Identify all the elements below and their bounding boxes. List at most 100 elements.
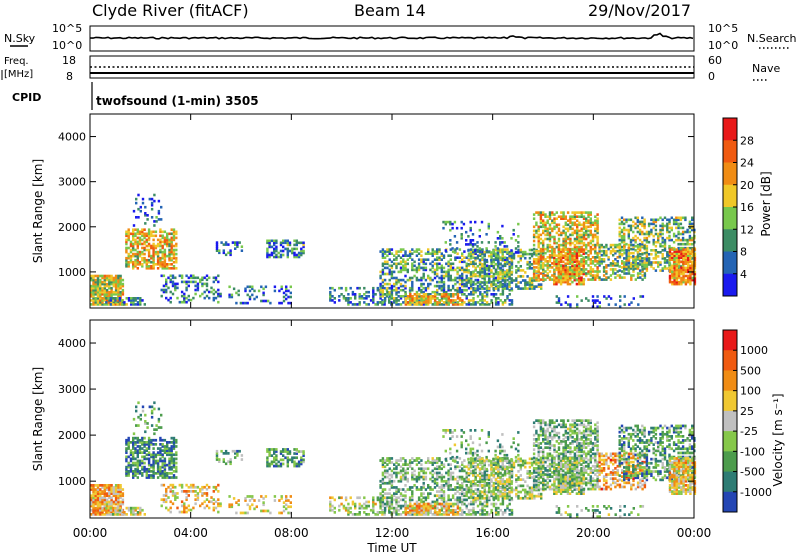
power-cell	[406, 303, 409, 306]
power-cell	[465, 264, 468, 268]
power-cell	[112, 290, 115, 294]
power-cell	[573, 221, 577, 225]
power-cell	[289, 295, 292, 299]
power-cell	[643, 224, 646, 228]
power-cell	[535, 223, 538, 227]
power-cell	[618, 276, 622, 279]
power-cell	[442, 270, 446, 274]
power-cell	[175, 242, 178, 246]
power-cell	[530, 254, 534, 258]
power-cell	[96, 303, 100, 306]
power-cell	[282, 299, 286, 303]
power-cell	[566, 270, 570, 273]
power-cell	[454, 288, 457, 292]
power-cell	[275, 247, 278, 251]
power-cell	[602, 260, 606, 263]
power-cell	[557, 268, 560, 272]
velocity-cell	[139, 417, 142, 421]
power-cell	[519, 258, 522, 262]
power-cell	[485, 293, 489, 296]
power-cell	[657, 238, 660, 242]
power-cell	[268, 245, 271, 249]
power-cell	[257, 289, 261, 293]
power-cell	[647, 224, 651, 228]
power-cell	[465, 303, 468, 306]
power-cell	[465, 230, 468, 234]
power-cell	[150, 246, 153, 250]
power-cell	[395, 299, 398, 302]
power-cell	[510, 249, 513, 252]
power-cell	[668, 218, 671, 222]
power-cell	[618, 222, 621, 226]
power-cell	[187, 294, 190, 298]
velocity-cell	[156, 463, 160, 467]
power-cell	[152, 248, 155, 252]
power-cell	[680, 260, 683, 264]
power-cell	[512, 228, 515, 232]
power-cell	[134, 240, 137, 244]
power-cell	[94, 278, 97, 282]
power-cell	[135, 201, 138, 205]
velocity-cell	[199, 490, 202, 493]
velocity-cell	[114, 488, 118, 491]
velocity-cell	[260, 509, 263, 513]
velocity-cell	[302, 460, 305, 464]
power-cell	[636, 262, 640, 265]
power-cell	[578, 239, 581, 243]
power-cell	[680, 272, 683, 276]
nsearch-tick-low: 10^0	[708, 39, 738, 52]
power-cell	[159, 258, 162, 262]
power-cell	[627, 230, 630, 234]
velocity-cell	[183, 490, 186, 493]
power-cell	[431, 303, 434, 306]
freq-label: Freq.	[4, 56, 29, 67]
power-cell	[638, 253, 642, 256]
velocity-cell	[172, 459, 176, 463]
power-cell	[564, 276, 567, 280]
power-cell	[568, 268, 572, 272]
velocity-cell	[109, 513, 112, 516]
power-cell	[539, 266, 543, 269]
power-cell	[390, 297, 394, 300]
power-cell	[440, 254, 443, 257]
power-cell	[383, 252, 387, 255]
power-cell	[458, 303, 462, 306]
velocity-cell	[92, 513, 95, 516]
power-cell	[693, 248, 697, 251]
power-cell	[569, 243, 572, 247]
velocity-cell	[293, 460, 296, 464]
power-cell	[587, 221, 590, 225]
power-cell	[136, 297, 140, 300]
power-cell	[634, 222, 637, 226]
power-cell	[235, 301, 238, 305]
velocity-cell	[172, 461, 176, 465]
power-cell	[647, 234, 651, 238]
velocity-cell	[157, 417, 161, 421]
power-cell	[575, 252, 579, 255]
nsearch-label: N.Search	[747, 32, 797, 45]
power-cell	[424, 268, 428, 272]
power-cell	[605, 272, 608, 275]
velocity-cell	[159, 447, 162, 450]
power-cell	[510, 237, 513, 240]
velocity-cell	[358, 504, 361, 508]
power-cell	[532, 225, 536, 229]
velocity-cell	[92, 506, 95, 510]
power-cell	[542, 268, 545, 271]
power-cell	[175, 260, 178, 264]
power-cell	[654, 232, 658, 236]
velocity-cell	[170, 472, 173, 475]
power-cell	[125, 297, 128, 300]
power-cell	[629, 265, 633, 268]
power-cell	[169, 280, 172, 284]
power-cell	[603, 295, 606, 298]
velocity-cell	[154, 453, 158, 457]
power-cell	[427, 284, 430, 288]
velocity-cell	[108, 504, 111, 508]
power-cell	[499, 235, 502, 238]
velocity-cell	[227, 452, 230, 455]
power-cell	[535, 260, 538, 263]
power-cell	[478, 285, 482, 288]
velocity-cell	[156, 451, 160, 454]
power-cell	[333, 297, 336, 300]
